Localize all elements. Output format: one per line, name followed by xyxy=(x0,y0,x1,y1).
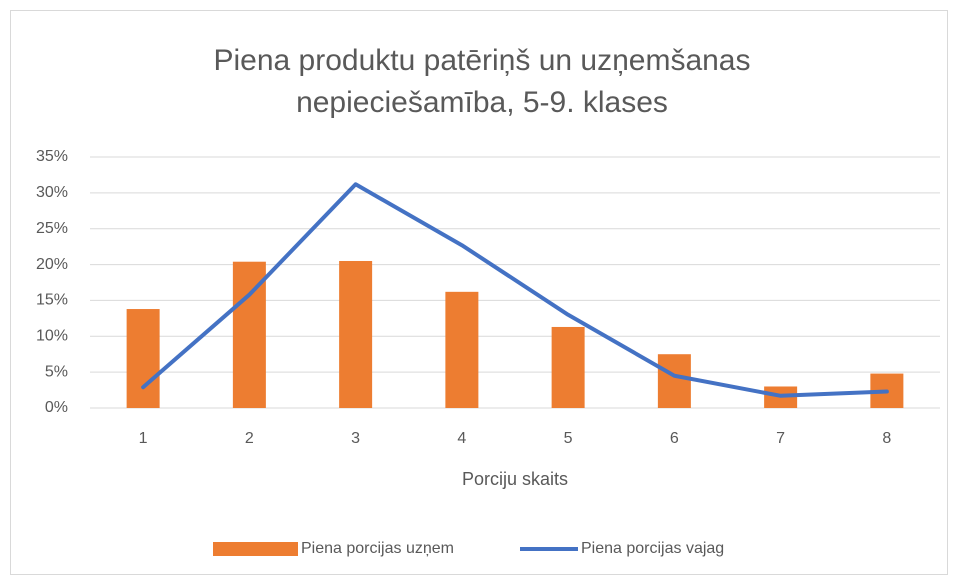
chart-title: Piena produktu patēriņš un uzņemšanas xyxy=(213,44,750,77)
y-tick-label: 20% xyxy=(36,256,68,273)
x-tick-label: 8 xyxy=(882,430,891,447)
chart-title: nepieciešamība, 5-9. klases xyxy=(296,86,668,119)
y-tick-label: 35% xyxy=(36,148,68,165)
y-tick-label: 30% xyxy=(36,184,68,201)
x-tick-label: 7 xyxy=(776,430,785,447)
x-tick-label: 1 xyxy=(139,430,148,447)
x-tick-label: 3 xyxy=(351,430,360,447)
y-tick-label: 25% xyxy=(36,220,68,237)
x-tick-label: 4 xyxy=(457,430,466,447)
y-tick-label: 5% xyxy=(45,363,68,380)
x-axis-title: Porciju skaits xyxy=(462,469,568,489)
bar xyxy=(657,354,691,408)
x-tick-label: 2 xyxy=(245,430,254,447)
legend-label: Piena porcijas vajag xyxy=(581,540,724,557)
line-series xyxy=(141,182,889,398)
x-tick-label: 6 xyxy=(670,430,679,447)
bar xyxy=(126,309,160,408)
bar xyxy=(339,260,373,408)
legend-swatch xyxy=(213,542,298,556)
y-tick-label: 15% xyxy=(36,292,68,309)
x-tick-label: 5 xyxy=(564,430,573,447)
legend-label: Piena porcijas uzņem xyxy=(301,540,454,557)
chart-border xyxy=(10,10,948,575)
bar xyxy=(551,326,585,408)
bar xyxy=(445,291,479,408)
y-tick-label: 10% xyxy=(36,328,68,345)
y-tick-label: 0% xyxy=(45,399,68,416)
